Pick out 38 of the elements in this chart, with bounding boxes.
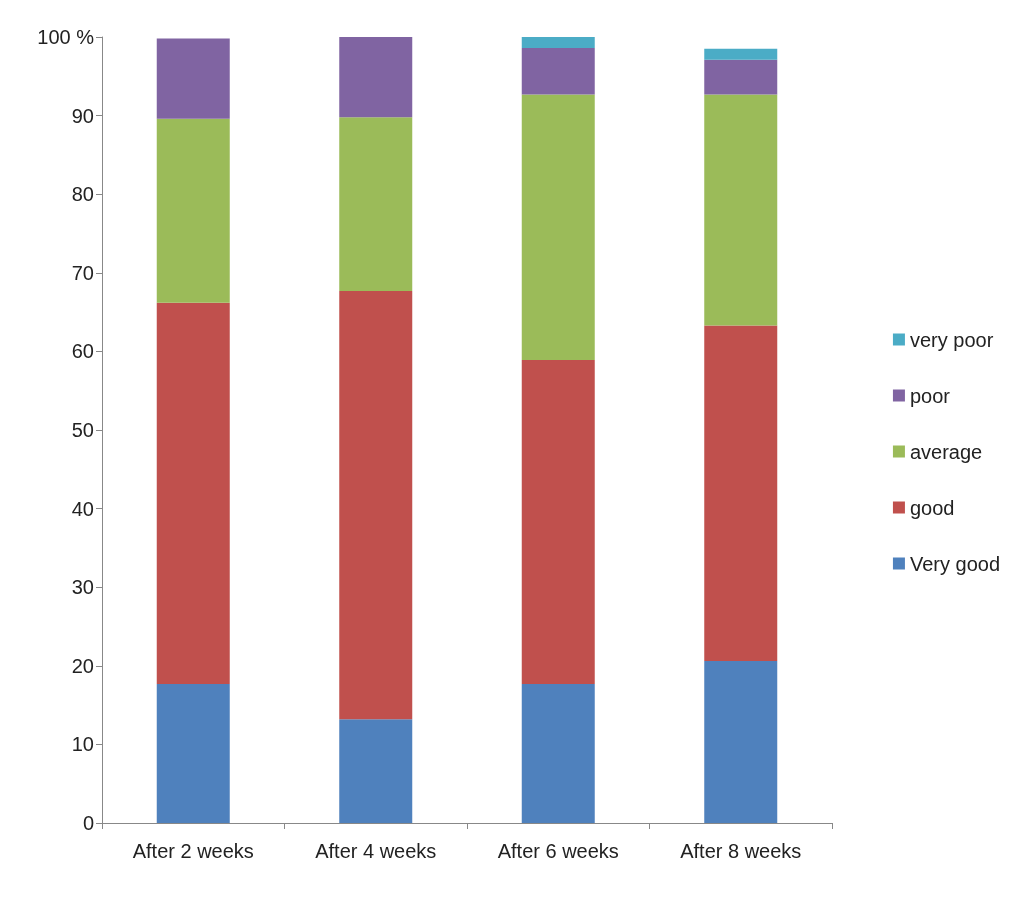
legend-label: very poor (909, 328, 994, 351)
y-tick-label: 100 % (37, 26, 95, 48)
bar (339, 290, 413, 720)
bar (521, 48, 595, 95)
y-tick-label: 40 (71, 497, 94, 520)
bar (521, 360, 595, 684)
x-tick-label: After 6 weeks (497, 840, 619, 862)
bar (339, 719, 413, 823)
legend-label: good (909, 496, 955, 519)
bar (339, 117, 413, 291)
bar (156, 38, 230, 119)
legend-label: average (909, 440, 983, 463)
y-tick-label: 60 (71, 340, 94, 363)
bar (156, 302, 230, 684)
y-tick-label: 30 (71, 576, 94, 599)
bar (704, 48, 778, 60)
y-tick-label: 10 (71, 733, 94, 756)
bar (521, 94, 595, 361)
bar (704, 661, 778, 823)
bar (521, 683, 595, 823)
bar (704, 94, 778, 326)
bar (521, 37, 595, 48)
x-tick-label: After 4 weeks (315, 840, 437, 862)
x-tick-label: After 2 weeks (132, 840, 254, 862)
bar (704, 59, 778, 95)
y-tick-label: 50 (71, 419, 94, 441)
x-tick-label: After 8 weeks (680, 840, 802, 862)
bar (156, 683, 230, 823)
bar (704, 325, 778, 662)
y-tick-label: 20 (71, 654, 94, 677)
y-tick-label: 90 (71, 104, 94, 127)
y-tick-label: 0 (82, 812, 94, 834)
y-tick-label: 70 (71, 261, 94, 284)
y-tick-label: 80 (71, 183, 94, 206)
legend-label: Very good (909, 552, 1001, 575)
legend-label: poor (909, 384, 951, 407)
bar (156, 118, 230, 303)
bar (339, 37, 413, 118)
